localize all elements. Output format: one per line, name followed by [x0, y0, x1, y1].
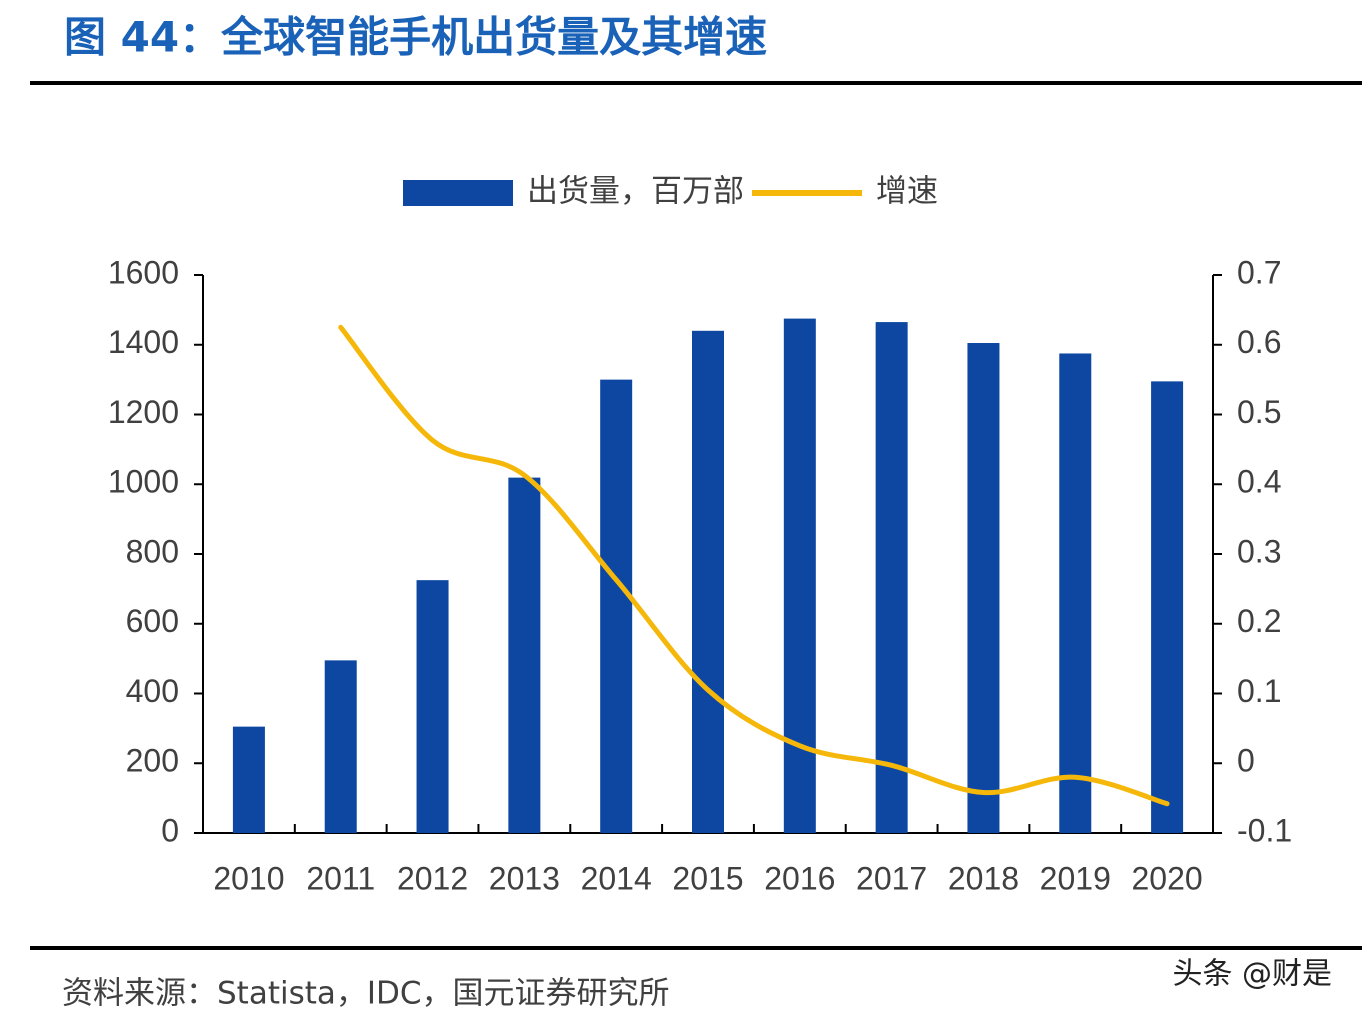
y-tick-label: 1400	[108, 324, 179, 360]
source-note: 资料来源：Statista，IDC，国元证券研究所	[62, 976, 670, 1012]
bar	[1151, 381, 1184, 833]
y-tick-label: 1200	[108, 394, 179, 430]
bar	[692, 330, 724, 833]
bar	[416, 580, 449, 833]
y2-tick-label: 0.2	[1237, 603, 1281, 639]
x-tick-label: 2017	[856, 860, 927, 896]
line	[338, 324, 1170, 807]
chart-title: 图 44：全球智能手机出货量及其增速	[64, 13, 767, 62]
y2-tick-label: 0.1	[1237, 673, 1281, 709]
y-tick-label: 0	[161, 812, 179, 848]
legend-swatch	[403, 180, 513, 206]
x-tick-label: 2014	[581, 860, 652, 896]
bar	[600, 379, 633, 833]
bar	[1059, 353, 1092, 833]
bar	[324, 660, 357, 833]
bar	[508, 477, 541, 833]
y2-tick-label: 0.4	[1237, 464, 1281, 500]
y-tick-label: 800	[126, 533, 179, 569]
x-tick-label: 2018	[948, 860, 1019, 896]
legend-label: 增速	[876, 174, 938, 210]
x-tick-label: 2016	[764, 860, 835, 896]
y2-tick-label: 0	[1237, 743, 1255, 779]
watermark: 头条 @财是	[1172, 957, 1332, 992]
bar	[875, 322, 908, 833]
y-tick-label: 1000	[108, 464, 179, 500]
y2-tick-label: -0.1	[1237, 812, 1292, 848]
y2-tick-label: 0.5	[1237, 394, 1281, 430]
y2-tick-label: 0.6	[1237, 324, 1281, 360]
y-tick-label: 200	[126, 743, 179, 779]
bar	[967, 343, 1000, 833]
x-tick-label: 2019	[1040, 860, 1111, 896]
x-tick-label: 2020	[1131, 860, 1202, 896]
bar	[783, 318, 816, 833]
x-tick-label: 2013	[489, 860, 560, 896]
x-tick-label: 2015	[672, 860, 743, 896]
legend-label: 出货量，百万部	[527, 174, 744, 210]
y-tick-label: 600	[126, 603, 179, 639]
x-tick-label: 2010	[213, 860, 284, 896]
x-tick-label: 2011	[306, 860, 375, 896]
y-tick-label: 1600	[108, 254, 179, 290]
y2-tick-label: 0.7	[1237, 254, 1281, 290]
x-tick-label: 2012	[397, 860, 468, 896]
y2-tick-label: 0.3	[1237, 533, 1281, 569]
bar	[232, 726, 265, 833]
y-tick-label: 400	[126, 673, 179, 709]
